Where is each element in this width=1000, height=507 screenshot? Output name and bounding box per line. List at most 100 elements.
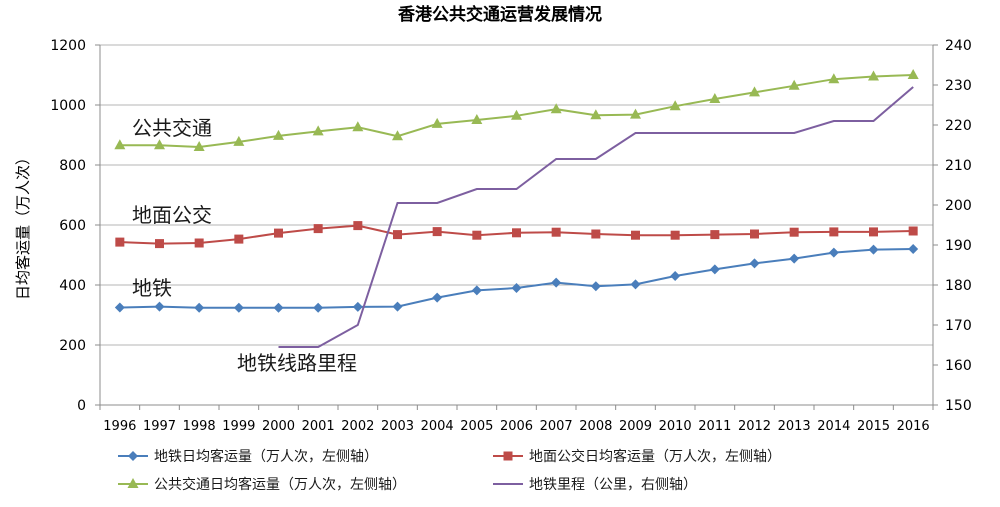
right-tick-label: 180 bbox=[945, 278, 972, 294]
data-point bbox=[829, 227, 839, 237]
series-line bbox=[278, 86, 914, 348]
x-tick-label: 2002 bbox=[341, 419, 374, 434]
data-point bbox=[631, 230, 640, 240]
data-point bbox=[828, 73, 840, 84]
legend-label: 地铁日均客运量（万人次，左侧轴） bbox=[154, 448, 378, 465]
series-3 bbox=[278, 86, 914, 348]
right-tick-label: 150 bbox=[945, 398, 972, 414]
legend: 地铁日均客运量（万人次，左侧轴） 地面公交日均客运量（万人次，左侧轴） 公共交通日均… bbox=[118, 448, 781, 493]
data-point bbox=[234, 234, 244, 244]
data-point bbox=[868, 70, 879, 81]
x-tick-label: 2007 bbox=[540, 419, 573, 434]
right-axis-ticks: 150 160 170 180 190 200 210 220 230 240 bbox=[945, 38, 972, 414]
data-point bbox=[828, 247, 839, 258]
x-tick-label: 2011 bbox=[698, 419, 731, 434]
right-tick-label: 210 bbox=[945, 158, 972, 174]
data-point bbox=[630, 108, 641, 119]
left-tick-label: 400 bbox=[59, 278, 86, 294]
data-point bbox=[273, 129, 284, 140]
data-point bbox=[313, 302, 324, 313]
data-point bbox=[431, 117, 443, 128]
x-tick-label: 2012 bbox=[738, 419, 771, 434]
series-layer bbox=[114, 69, 919, 348]
data-point bbox=[869, 227, 878, 237]
legend-item: 地铁里程（公里，右侧轴） bbox=[493, 477, 697, 493]
x-tick-label: 1997 bbox=[143, 419, 176, 434]
axes bbox=[95, 44, 938, 410]
x-tick-label: 2015 bbox=[857, 419, 890, 434]
left-tick-label: 0 bbox=[77, 398, 86, 414]
data-point bbox=[312, 125, 324, 136]
x-tick-label: 2013 bbox=[778, 419, 811, 434]
data-point bbox=[512, 228, 521, 238]
data-point bbox=[670, 230, 680, 240]
data-point bbox=[127, 478, 139, 488]
x-tick-label: 2003 bbox=[381, 419, 414, 434]
data-point bbox=[432, 292, 443, 303]
data-point bbox=[115, 237, 125, 247]
data-point bbox=[432, 227, 442, 237]
right-tick-label: 240 bbox=[945, 38, 972, 54]
data-point bbox=[868, 244, 879, 255]
x-tick-label: 2000 bbox=[262, 419, 295, 434]
data-point bbox=[392, 130, 403, 141]
series-1 bbox=[115, 221, 918, 249]
right-tick-label: 190 bbox=[945, 238, 972, 254]
data-point bbox=[710, 230, 720, 240]
left-tick-label: 200 bbox=[59, 338, 86, 354]
x-tick-label: 2014 bbox=[817, 419, 850, 434]
right-tick-label: 230 bbox=[945, 78, 972, 94]
series-2 bbox=[114, 69, 919, 151]
x-axis-ticks: 1996 1997 1998 1999 2000 2001 2002 2003 2004 2005… bbox=[103, 419, 929, 434]
annotation-label: 地铁线路里程 bbox=[237, 351, 357, 375]
x-tick-label: 1996 bbox=[103, 419, 136, 434]
data-point bbox=[352, 121, 364, 132]
y-axis-label: 日均客运量（万人次） bbox=[14, 150, 32, 300]
x-tick-label: 1998 bbox=[183, 419, 216, 434]
data-point bbox=[551, 227, 561, 237]
data-point bbox=[590, 281, 601, 292]
legend-label: 公共交通日均客运量（万人次，左侧轴） bbox=[154, 476, 406, 493]
x-tick-label: 2009 bbox=[619, 419, 652, 434]
data-point bbox=[749, 258, 760, 269]
data-point bbox=[392, 301, 403, 312]
x-tick-label: 2001 bbox=[302, 419, 335, 434]
gridlines bbox=[100, 44, 933, 406]
x-tick-label: 2016 bbox=[897, 419, 930, 434]
legend-item: 公共交通日均客运量（万人次，左侧轴） bbox=[118, 476, 406, 493]
data-point bbox=[274, 228, 283, 238]
data-point bbox=[194, 238, 204, 248]
x-tick-label: 1999 bbox=[222, 419, 255, 434]
data-point bbox=[471, 285, 482, 296]
left-axis-ticks: 0 200 400 600 800 1000 1200 bbox=[50, 38, 86, 414]
legend-label: 地面公交日均客运量（万人次，左侧轴） bbox=[529, 448, 781, 465]
x-tick-label: 2004 bbox=[421, 419, 454, 434]
data-point bbox=[789, 253, 800, 264]
series-0 bbox=[114, 244, 919, 313]
x-tick-label: 2005 bbox=[460, 419, 493, 434]
data-point bbox=[907, 69, 919, 79]
data-point bbox=[154, 301, 165, 312]
data-point bbox=[550, 103, 562, 114]
data-point bbox=[313, 224, 323, 234]
data-point bbox=[352, 301, 363, 312]
data-point bbox=[670, 271, 681, 281]
data-point bbox=[630, 279, 641, 290]
data-point bbox=[233, 135, 245, 146]
data-point bbox=[669, 100, 681, 111]
annotation-label: 地铁 bbox=[132, 276, 172, 300]
chart-title: 香港公共交通运营发展情况 bbox=[398, 4, 602, 25]
data-point bbox=[193, 141, 205, 151]
data-point bbox=[128, 451, 138, 461]
data-point bbox=[590, 109, 602, 120]
data-point bbox=[155, 239, 164, 249]
data-point bbox=[503, 451, 513, 461]
x-tick-label: 2006 bbox=[500, 419, 533, 434]
legend-item: 地面公交日均客运量（万人次，左侧轴） bbox=[493, 448, 781, 465]
data-point bbox=[511, 109, 522, 120]
data-point bbox=[194, 302, 205, 313]
data-point bbox=[591, 229, 601, 239]
x-tick-label: 2010 bbox=[659, 419, 692, 434]
